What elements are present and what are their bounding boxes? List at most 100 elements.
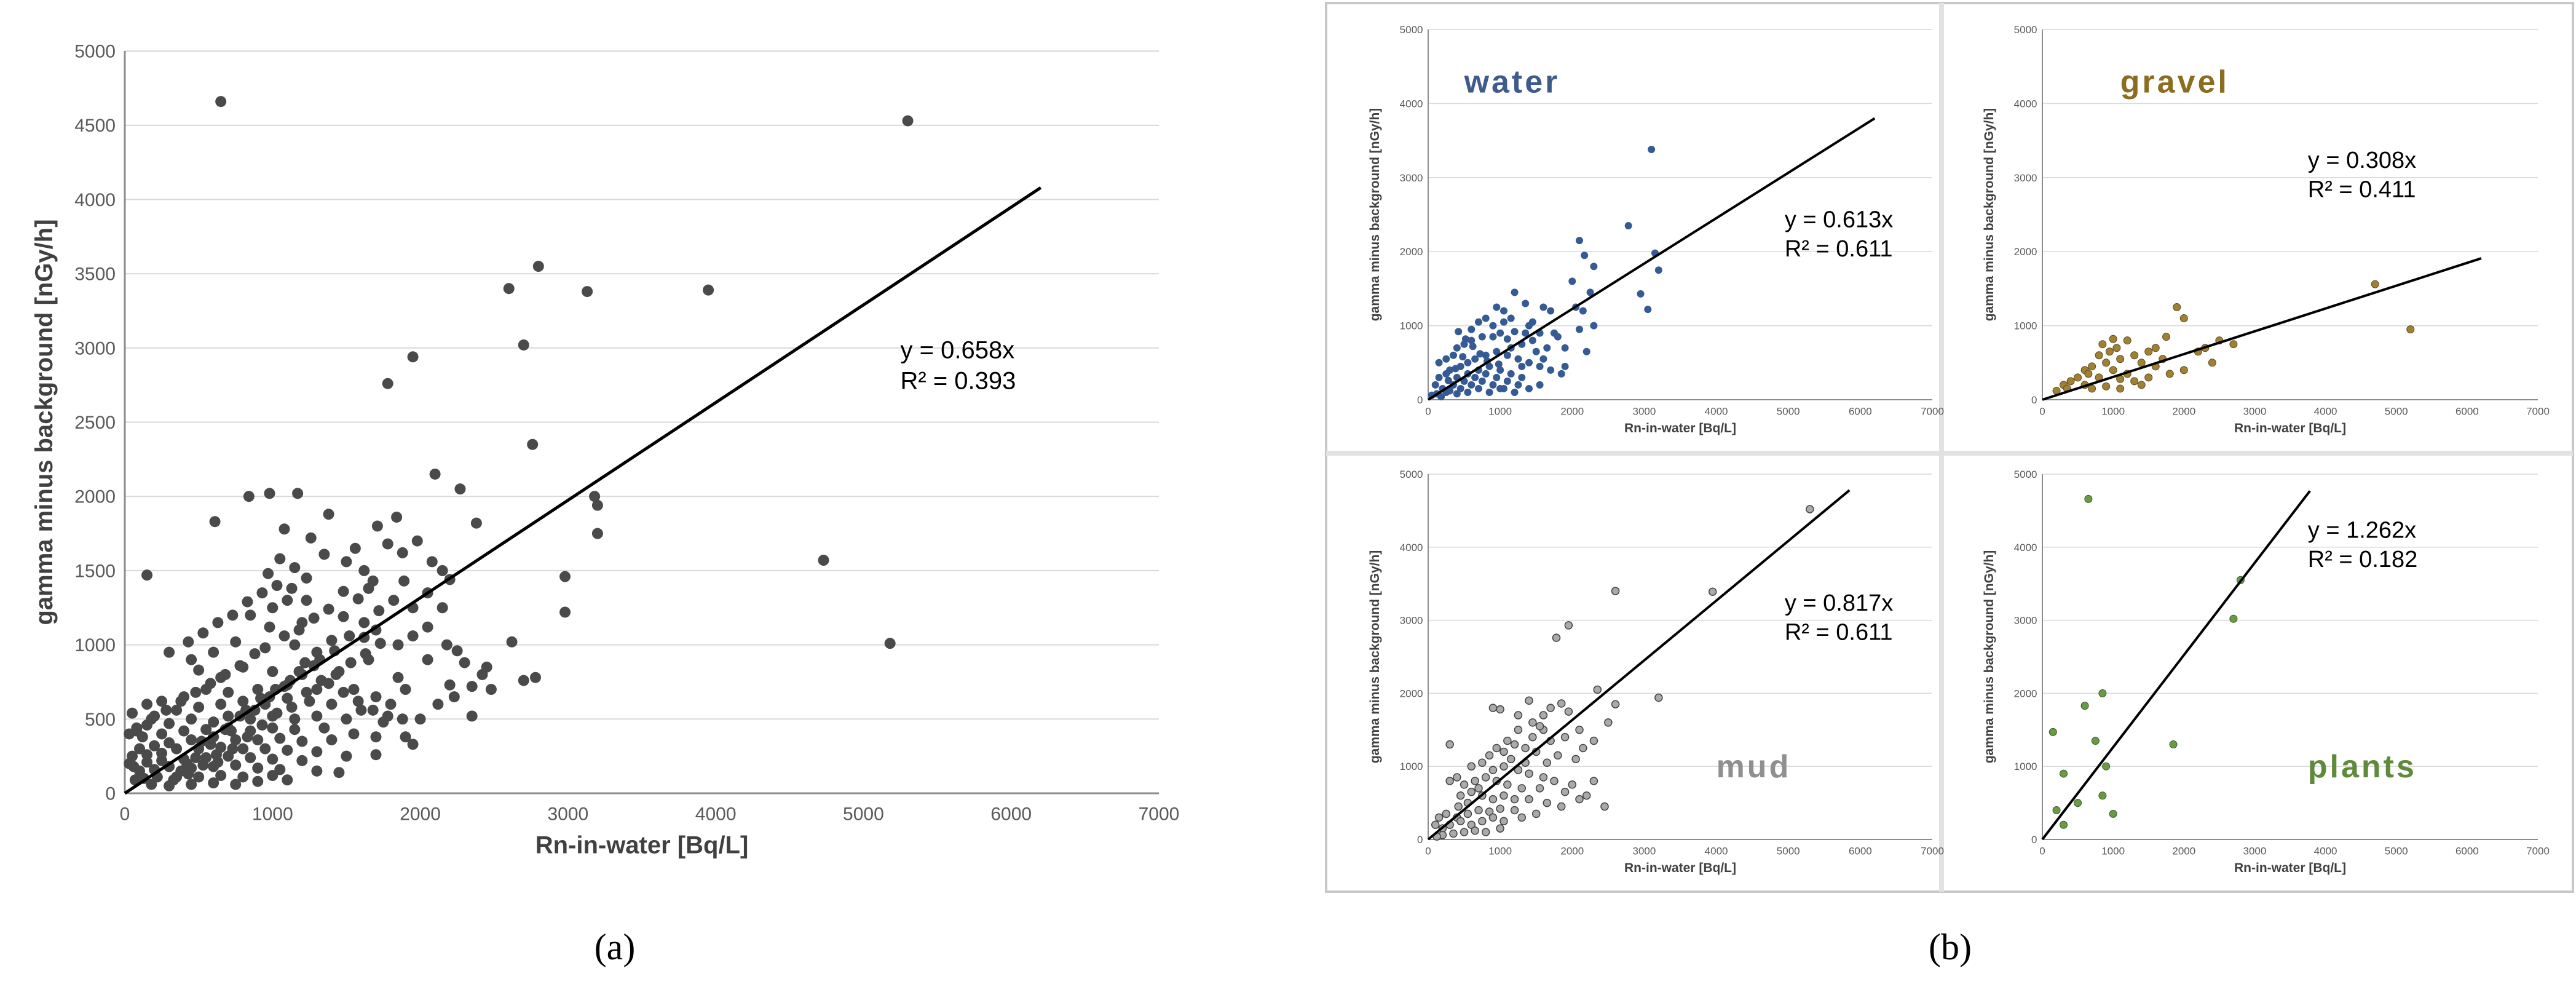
data-point xyxy=(2102,762,2111,771)
x-tick-label: 0 xyxy=(1425,846,1431,857)
x-tick-label: 5000 xyxy=(1777,406,1800,418)
data-point xyxy=(209,516,221,528)
data-point xyxy=(1525,769,1533,778)
data-point xyxy=(2137,381,2146,389)
data-point xyxy=(1637,290,1645,298)
data-point xyxy=(529,672,541,683)
data-point xyxy=(1589,777,1598,785)
data-point xyxy=(1437,393,1445,401)
data-point xyxy=(282,692,293,704)
data-point xyxy=(1525,359,1533,367)
trend-line xyxy=(124,186,1042,795)
x-tick-label: 7000 xyxy=(1921,406,1944,418)
data-point xyxy=(2102,359,2111,367)
data-point xyxy=(178,725,190,737)
data-point xyxy=(1500,384,1507,392)
data-point xyxy=(382,538,393,550)
data-point xyxy=(370,749,382,761)
data-point xyxy=(2123,336,2132,345)
x-tick-label: 7000 xyxy=(2526,846,2550,857)
data-point xyxy=(388,595,400,606)
data-point xyxy=(2371,280,2379,288)
data-point xyxy=(374,638,386,649)
data-point xyxy=(136,731,148,743)
data-point xyxy=(454,483,466,495)
data-point xyxy=(1469,343,1477,351)
data-point xyxy=(1496,824,1504,833)
data-point xyxy=(1482,314,1490,322)
data-point xyxy=(215,96,227,108)
data-point xyxy=(352,593,364,604)
data-point xyxy=(259,743,271,755)
data-point xyxy=(2229,340,2238,349)
data-point xyxy=(146,779,157,790)
data-point xyxy=(1543,344,1551,352)
data-point xyxy=(1522,329,1530,337)
data-point xyxy=(1503,377,1511,385)
x-axis-title: Rn-in-water [Bq/L] xyxy=(1624,861,1736,875)
x-tick-label: 0 xyxy=(2039,846,2045,857)
data-point xyxy=(205,678,216,689)
data-point xyxy=(518,675,529,686)
data-point xyxy=(1496,366,1504,374)
data-point xyxy=(326,699,338,710)
data-point xyxy=(168,774,180,786)
data-point xyxy=(1468,381,1476,389)
data-point xyxy=(1518,373,1526,381)
data-point xyxy=(215,770,227,782)
data-point xyxy=(149,740,160,751)
data-point xyxy=(400,731,411,743)
data-point xyxy=(197,759,209,771)
data-point xyxy=(164,718,175,729)
data-point xyxy=(212,617,224,628)
data-point xyxy=(1478,333,1486,341)
data-point xyxy=(245,713,256,725)
data-point xyxy=(1557,370,1565,378)
x-tick-label: 5000 xyxy=(843,804,884,825)
data-point xyxy=(1431,820,1440,829)
data-point xyxy=(1485,751,1494,760)
data-point xyxy=(1535,784,1544,793)
data-point xyxy=(1708,587,1717,597)
data-point xyxy=(1488,766,1498,774)
data-point xyxy=(1560,788,1570,796)
panel-a-caption: (a) xyxy=(595,927,636,967)
data-point xyxy=(1568,277,1576,285)
data-point xyxy=(131,722,143,734)
data-point xyxy=(141,699,153,710)
data-point xyxy=(1482,351,1490,359)
data-point xyxy=(1445,777,1454,785)
y-tick-label: 5000 xyxy=(2014,469,2037,480)
data-point xyxy=(432,699,444,710)
x-axis-title: Rn-in-water [Bq/L] xyxy=(2234,421,2346,435)
data-point xyxy=(527,438,539,450)
data-point xyxy=(414,713,426,725)
y-tick-label: 5000 xyxy=(2014,24,2037,36)
data-point xyxy=(703,284,714,296)
data-point xyxy=(1547,307,1555,315)
r-squared: R² = 0.411 xyxy=(2308,177,2416,203)
data-point xyxy=(407,351,419,363)
data-point xyxy=(186,734,197,746)
data-point xyxy=(1463,809,1472,819)
data-point xyxy=(1445,740,1454,749)
data-point xyxy=(1528,732,1537,742)
data-point xyxy=(1485,388,1493,396)
data-point xyxy=(323,509,334,520)
data-point xyxy=(186,779,197,790)
regression-equation: y = 0.308x xyxy=(2308,148,2416,173)
data-point xyxy=(326,635,338,646)
data-point xyxy=(230,779,242,790)
data-point xyxy=(2074,799,2082,807)
y-tick-label: 3000 xyxy=(2014,172,2037,184)
x-tick-label: 0 xyxy=(120,804,130,825)
x-axis-title: Rn-in-water [Bq/L] xyxy=(535,832,749,859)
data-point xyxy=(1485,807,1494,816)
data-point xyxy=(2208,359,2216,367)
y-tick-label: 0 xyxy=(2031,394,2037,406)
y-tick-label: 2000 xyxy=(1400,688,1423,699)
data-point xyxy=(1435,359,1443,367)
data-point xyxy=(1539,303,1547,311)
y-tick-label: 4000 xyxy=(1400,542,1423,553)
data-point xyxy=(448,691,460,703)
